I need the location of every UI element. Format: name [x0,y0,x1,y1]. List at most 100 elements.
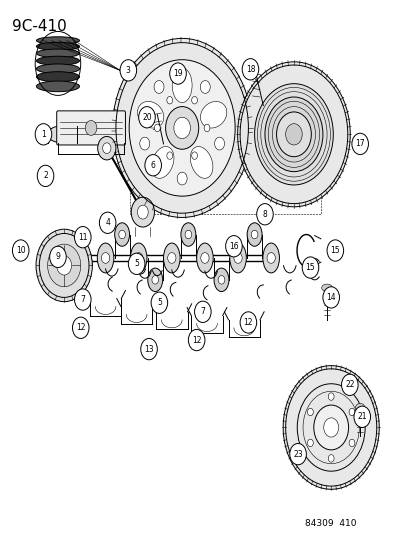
Circle shape [47,244,81,287]
Circle shape [140,137,150,150]
Text: 23: 23 [292,450,302,458]
Circle shape [242,59,258,80]
Text: 21: 21 [357,413,366,421]
Ellipse shape [200,101,226,128]
Circle shape [154,80,164,93]
Text: 9: 9 [55,253,60,261]
Text: 15: 15 [330,246,339,255]
Text: 3: 3 [126,66,131,75]
Circle shape [97,136,116,160]
Ellipse shape [262,243,279,273]
Text: 12: 12 [243,318,252,327]
Circle shape [74,289,91,310]
Circle shape [282,366,378,489]
Ellipse shape [47,126,76,143]
Circle shape [99,212,116,233]
Circle shape [129,60,235,196]
Ellipse shape [147,268,162,292]
Text: 5: 5 [157,298,161,307]
Circle shape [328,393,333,400]
Circle shape [341,374,357,395]
Text: 7: 7 [200,308,205,316]
Ellipse shape [163,243,180,273]
Circle shape [353,406,370,427]
Circle shape [276,112,311,157]
Ellipse shape [36,56,79,66]
Ellipse shape [190,147,212,179]
Text: 12: 12 [192,336,201,344]
Circle shape [37,165,54,187]
Circle shape [191,96,197,104]
Ellipse shape [355,403,364,411]
Circle shape [297,384,364,471]
Circle shape [12,240,29,261]
Circle shape [185,230,191,239]
Circle shape [166,96,172,104]
Text: 10: 10 [16,246,26,255]
Circle shape [214,137,224,150]
Ellipse shape [172,68,192,102]
Circle shape [256,204,273,225]
Circle shape [131,197,154,227]
Circle shape [151,292,167,313]
Ellipse shape [196,243,213,273]
Circle shape [138,107,155,128]
Text: 2: 2 [43,172,48,180]
Text: 9C-410: 9C-410 [12,19,67,34]
Circle shape [218,276,224,284]
Ellipse shape [247,223,261,246]
Circle shape [145,155,161,176]
Text: 5: 5 [134,260,139,268]
Text: 6: 6 [150,161,155,169]
Ellipse shape [97,243,114,273]
Circle shape [35,124,52,145]
Text: 84309  410: 84309 410 [305,519,356,528]
Circle shape [264,97,322,172]
Circle shape [225,236,242,257]
Circle shape [152,276,158,284]
Circle shape [323,418,338,437]
Circle shape [119,230,125,239]
Circle shape [307,408,313,416]
Circle shape [326,240,343,261]
Text: 13: 13 [144,345,154,353]
Circle shape [285,124,301,145]
Circle shape [188,329,204,351]
Ellipse shape [36,81,79,92]
Circle shape [204,124,209,132]
Circle shape [120,60,136,81]
Text: 8: 8 [262,210,267,219]
Circle shape [167,253,176,263]
Circle shape [74,227,91,248]
Circle shape [57,256,71,275]
Circle shape [328,455,333,462]
Ellipse shape [180,223,195,246]
Circle shape [140,338,157,360]
Text: 20: 20 [142,113,152,122]
Circle shape [137,205,148,219]
Text: 15: 15 [305,263,315,272]
Text: 22: 22 [344,381,354,389]
Ellipse shape [114,223,129,246]
Circle shape [351,133,368,155]
Circle shape [85,120,97,135]
Circle shape [194,301,211,322]
Ellipse shape [214,268,228,292]
Text: 12: 12 [76,324,85,332]
Circle shape [289,443,306,465]
Ellipse shape [36,49,79,58]
Text: 17: 17 [354,140,364,148]
FancyBboxPatch shape [57,111,125,145]
Circle shape [301,257,318,278]
Ellipse shape [36,43,79,51]
Ellipse shape [137,101,164,128]
Text: 11: 11 [78,233,87,241]
Text: 19: 19 [173,69,183,78]
Circle shape [191,152,197,159]
Ellipse shape [36,37,79,44]
Ellipse shape [321,284,332,292]
Ellipse shape [229,243,246,273]
Text: 4: 4 [105,219,110,227]
Text: 14: 14 [325,293,335,302]
Circle shape [177,172,187,185]
